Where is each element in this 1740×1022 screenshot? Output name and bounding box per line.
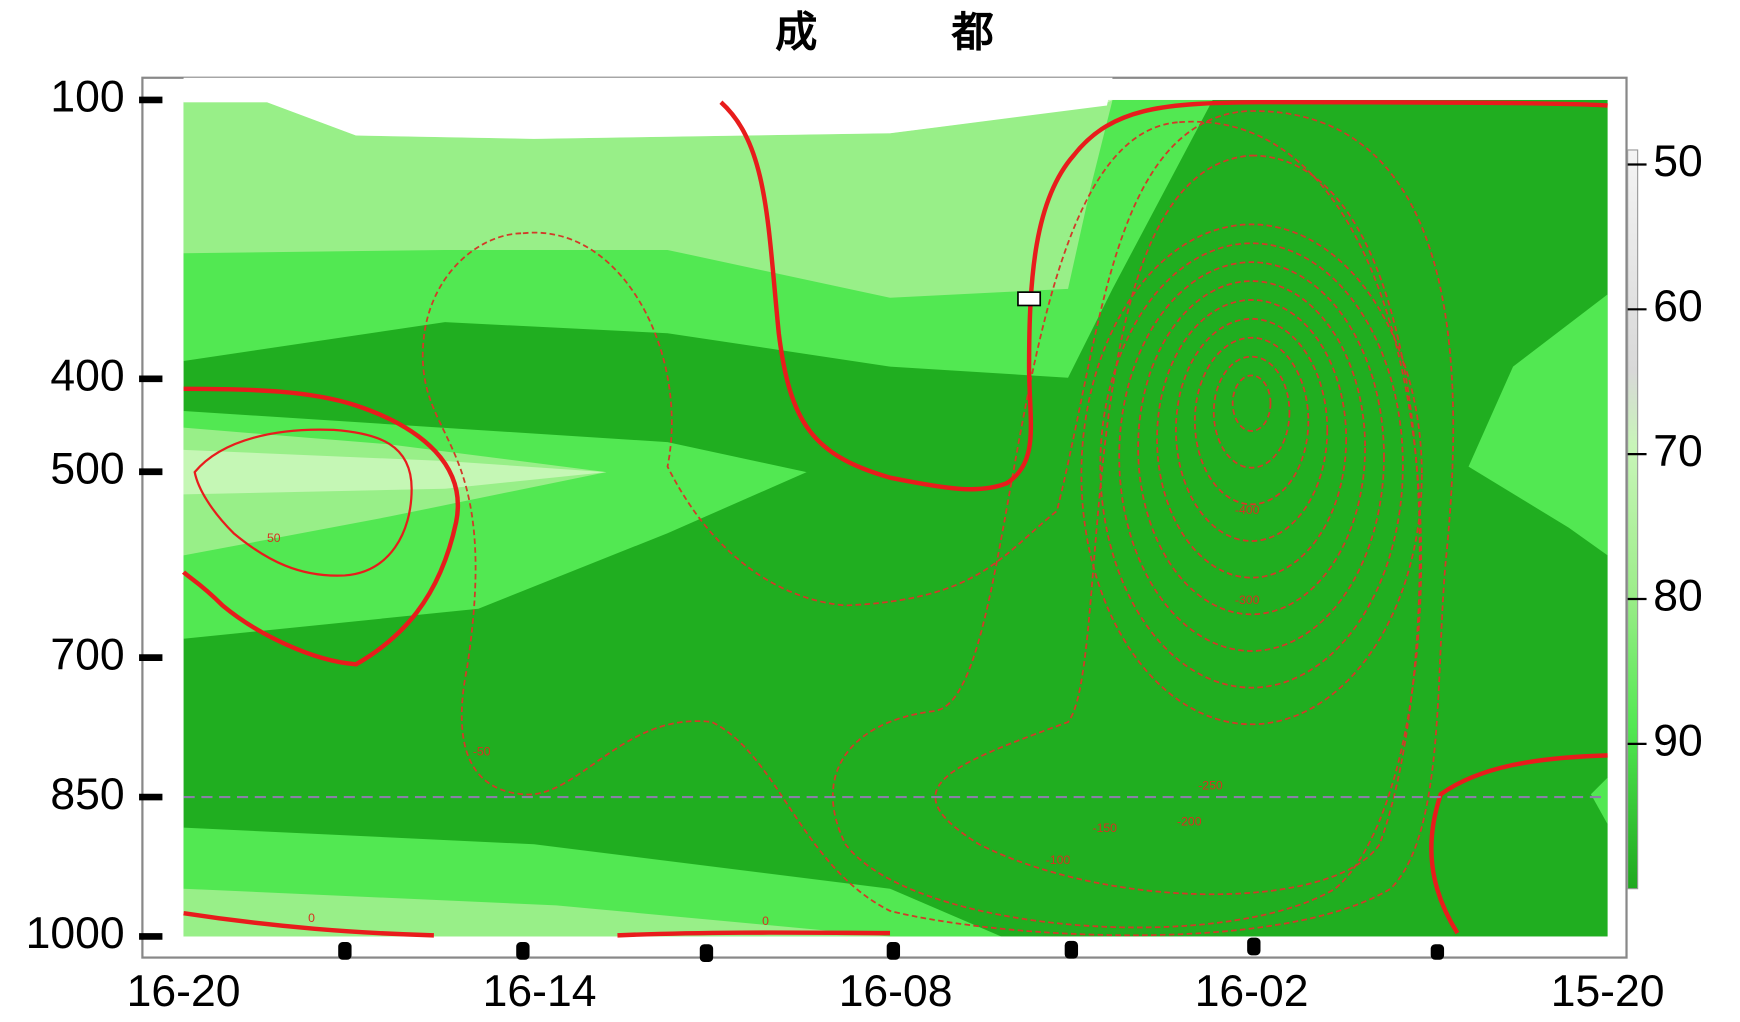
y-tick-label: 400 — [50, 352, 124, 401]
contour-label: -150 — [1093, 821, 1118, 835]
y-tick-label: 100 — [50, 73, 124, 122]
x-tick-label: 16-14 — [483, 967, 597, 1016]
colorbar-tick-label: 50 — [1653, 137, 1702, 186]
time-markers — [338, 937, 1445, 963]
contour-label: 0 — [308, 911, 315, 925]
colorbar-tick-label: 80 — [1653, 572, 1702, 621]
y-tick-label: 500 — [50, 445, 124, 494]
colorbar-tick-label: 60 — [1653, 282, 1702, 331]
y-tick-label: 700 — [50, 630, 124, 679]
contour-labels: 50 -50 -100 -150 -200 -250 -300 -400 0 0 — [267, 503, 1260, 928]
colorbar — [1627, 149, 1639, 890]
x-tick-label: 16-02 — [1195, 967, 1309, 1016]
contours — [181, 99, 1608, 938]
y-tick-label: 850 — [50, 770, 124, 819]
contour-label: -400 — [1235, 503, 1260, 517]
humidity-field — [183, 77, 1608, 937]
contour-label: -50 — [473, 744, 491, 758]
x-tick-label: 15-20 — [1551, 967, 1665, 1016]
contour-label: 0 — [762, 914, 769, 928]
x-tick-label: 16-08 — [839, 967, 953, 1016]
contour-label: -300 — [1235, 593, 1260, 607]
colorbar-tick-label: 90 — [1653, 717, 1702, 766]
contour-label: -200 — [1177, 814, 1202, 828]
contour-label: -250 — [1198, 779, 1223, 793]
y-tick-label: 1000 — [26, 909, 125, 958]
colorbar-tick-label: 70 — [1653, 427, 1702, 476]
contour-label: 50 — [267, 531, 281, 545]
contour-label: -100 — [1046, 853, 1071, 867]
chart-title: 成 都 — [775, 9, 994, 56]
x-tick-label: 16-20 — [127, 967, 241, 1016]
